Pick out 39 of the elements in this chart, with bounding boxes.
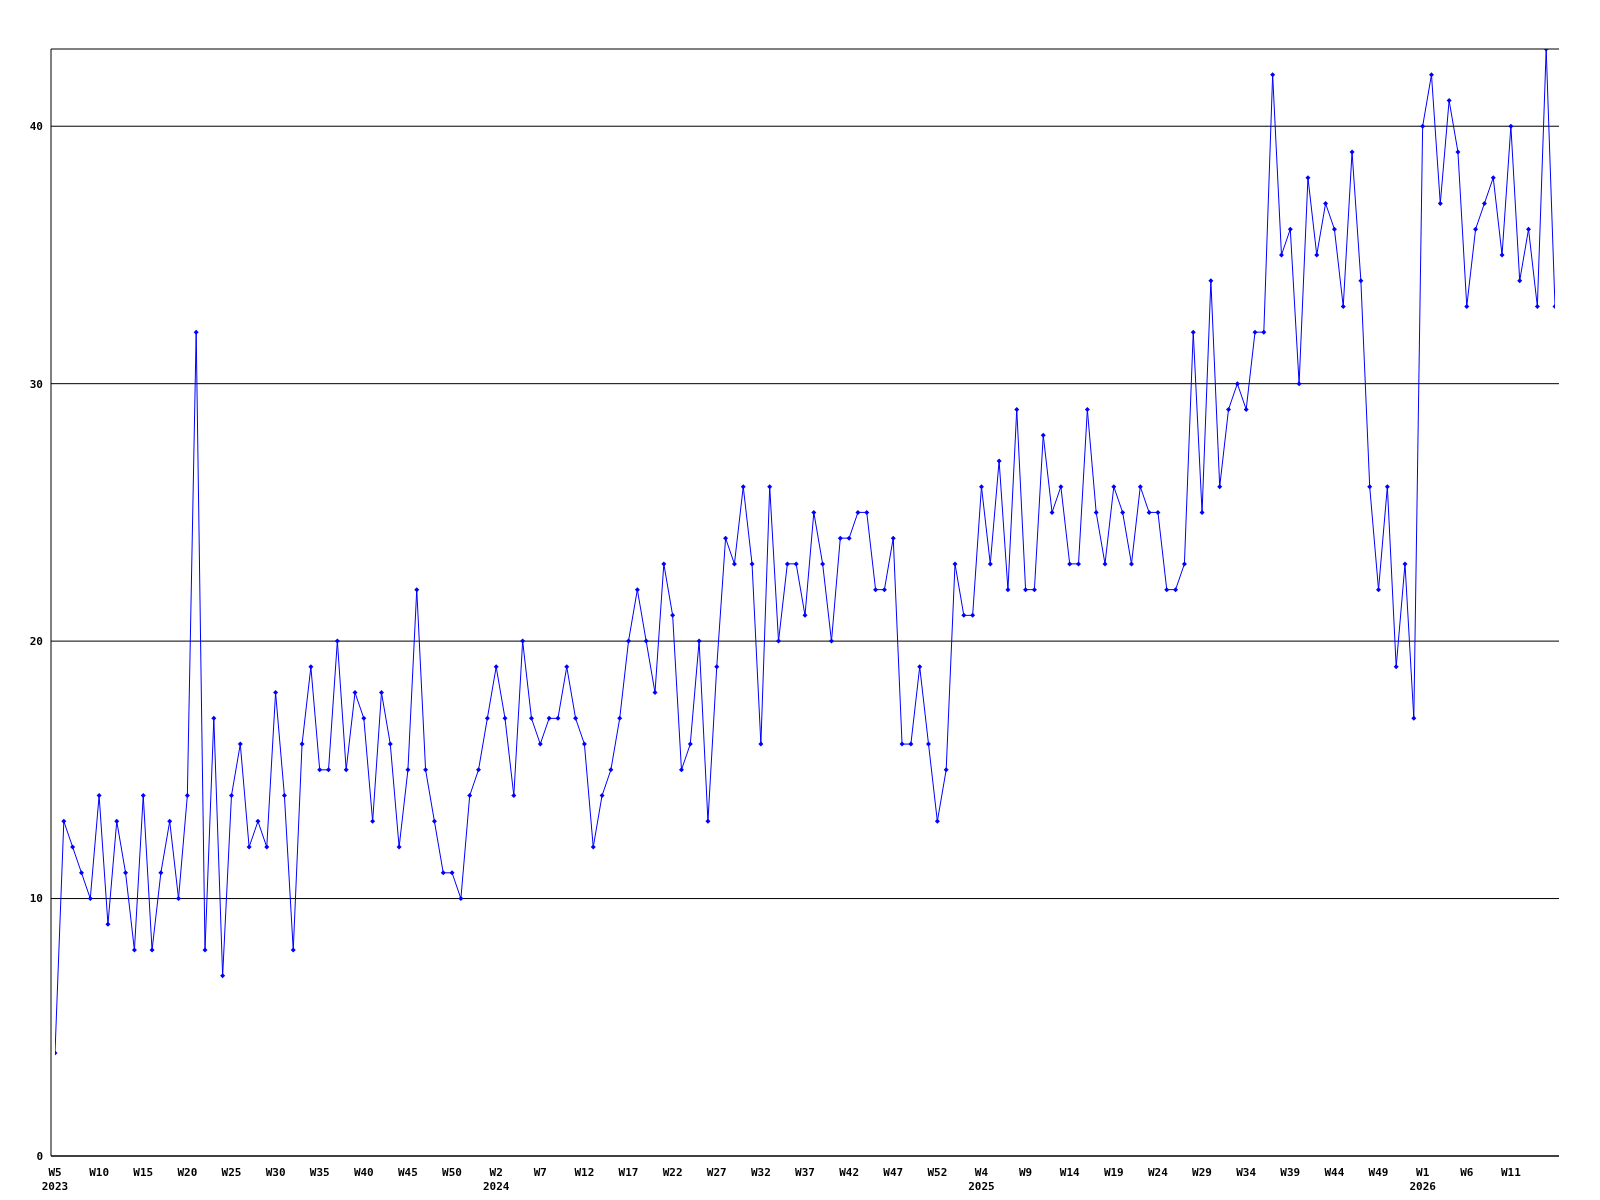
x-tick-label: W17	[618, 1166, 639, 1179]
x-tick-label: W25	[221, 1166, 242, 1179]
x-tick-label: W39	[1280, 1166, 1301, 1179]
x-tick-label: W34	[1236, 1166, 1257, 1179]
x-tick-label: W6	[1460, 1166, 1474, 1179]
y-tick-label: 40	[29, 120, 43, 134]
x-tick-label: W32	[750, 1166, 771, 1179]
x-tick-label: W47	[883, 1166, 904, 1179]
x-tick-label: W27	[706, 1166, 727, 1179]
x-tick-label: W44	[1324, 1166, 1345, 1179]
x-tick-label: W19	[1103, 1166, 1124, 1179]
y-tick-label: 20	[29, 635, 43, 649]
y-tick-label: 30	[29, 377, 43, 391]
x-tick-label: W37	[795, 1166, 815, 1179]
y-tick-label: 0	[36, 1149, 43, 1163]
x-tick-label: W22	[662, 1166, 683, 1179]
x-tick-label: W7	[533, 1166, 547, 1179]
y-tick-label: 10	[29, 892, 43, 906]
x-tick-label: W12	[574, 1166, 595, 1179]
x-tick-label: W2 2024	[482, 1166, 510, 1193]
x-tick-label: W50	[442, 1166, 462, 1179]
x-tick-label: W10	[89, 1166, 110, 1179]
x-tick-label: W11	[1500, 1166, 1522, 1179]
x-tick-label: W1 2026	[1409, 1166, 1437, 1193]
x-tick-label: W5 2023	[41, 1166, 69, 1193]
x-tick-label: W30	[265, 1166, 286, 1179]
x-tick-label: W35	[309, 1166, 330, 1179]
x-tick-label: W52	[927, 1166, 948, 1179]
x-tick-label: W20	[177, 1166, 198, 1179]
x-tick-label: W42	[839, 1166, 860, 1179]
x-tick-label: W24	[1148, 1166, 1169, 1179]
x-tick-label: W49	[1368, 1166, 1389, 1179]
x-tick-label: W29	[1192, 1166, 1212, 1179]
x-tick-label: W45	[398, 1166, 418, 1179]
x-tick-label: W14	[1059, 1166, 1081, 1179]
x-tick-label: W15	[133, 1166, 154, 1179]
x-tick-label: W9	[1018, 1166, 1033, 1179]
x-tick-label: W4 2025	[968, 1166, 995, 1193]
x-tick-label: W40	[353, 1166, 374, 1179]
